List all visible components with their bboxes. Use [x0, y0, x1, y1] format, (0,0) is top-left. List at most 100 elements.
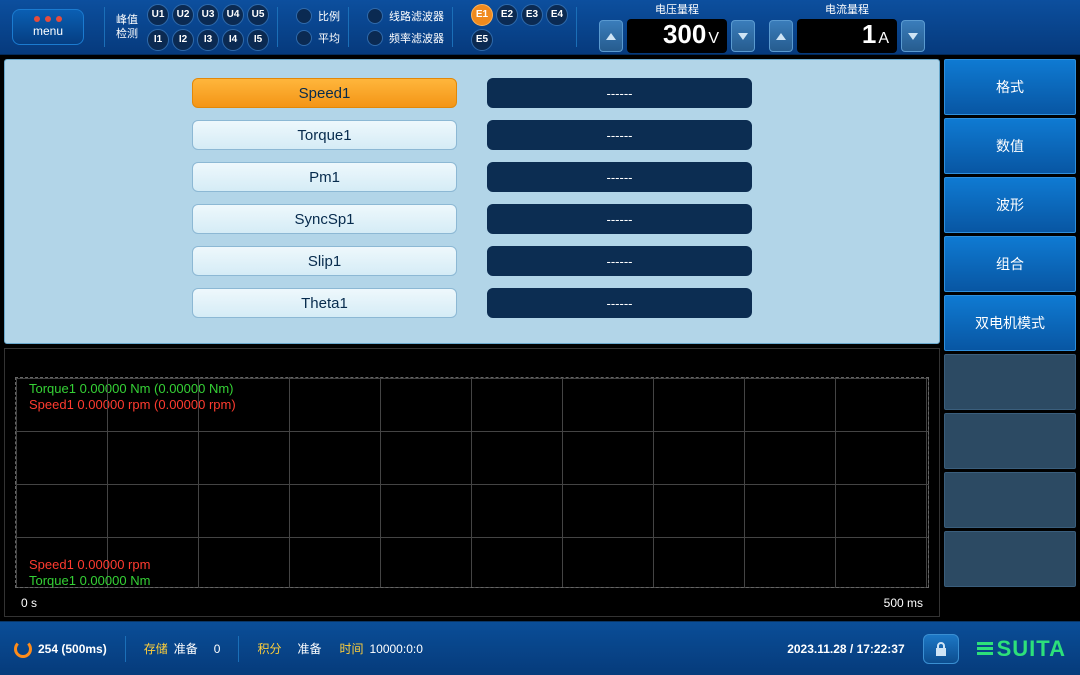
param-row: Torque1 ------ [192, 120, 752, 150]
param-label-pm1[interactable]: Pm1 [192, 162, 457, 192]
arrow-down-icon [908, 33, 918, 40]
filter-group: 线路滤波器 频率滤波器 [367, 8, 444, 46]
voltage-range-title: 电压量程 [655, 1, 699, 17]
arrow-down-icon [738, 33, 748, 40]
channel-grid: U1U2U3U4U5 I1I2I3I4I5 [147, 4, 269, 51]
divider [576, 7, 577, 47]
trace-label: Torque1 0.00000 Nm [29, 573, 150, 588]
ratio-radio[interactable] [296, 8, 312, 24]
param-row: Speed1 ------ [192, 78, 752, 108]
lock-icon [934, 641, 948, 657]
tab-波形[interactable]: 波形 [944, 177, 1076, 233]
menu-dots-icon [34, 16, 62, 22]
integ-label: 积分 [257, 640, 281, 657]
element-e2[interactable]: E2 [496, 4, 518, 26]
channel-u2[interactable]: U2 [172, 4, 194, 26]
tab-数值[interactable]: 数值 [944, 118, 1076, 174]
divider [277, 7, 278, 47]
logo-text: SUITA [997, 636, 1066, 662]
top-bar: menu 峰值 检测 U1U2U3U4U5 I1I2I3I4I5 比例 平均 线路… [0, 0, 1080, 55]
param-value-pm1: ------ [487, 162, 752, 192]
chart-x-start: 0 s [21, 596, 37, 610]
chart-panel: Torque1 0.00000 Nm (0.00000 Nm)Speed1 0.… [4, 348, 940, 617]
line-filter-radio[interactable] [367, 8, 383, 24]
channel-i5[interactable]: I5 [247, 29, 269, 51]
ready-value: 0 [214, 642, 221, 656]
param-label-speed1[interactable]: Speed1 [192, 78, 457, 108]
channel-i2[interactable]: I2 [172, 29, 194, 51]
current-range-value: 1A [797, 19, 897, 53]
parameter-panel: Speed1------Torque1------Pm1------SyncSp… [4, 59, 940, 344]
channel-u3[interactable]: U3 [197, 4, 219, 26]
left-pane: Speed1------Torque1------Pm1------SyncSp… [0, 55, 944, 621]
arrow-up-icon [776, 33, 786, 40]
element-e1[interactable]: E1 [471, 4, 493, 26]
param-value-torque1: ------ [487, 120, 752, 150]
peak-detect-label: 峰值 检测 [113, 13, 141, 41]
right-tab-column: 格式数值波形组合双电机模式 [944, 55, 1080, 621]
divider [452, 7, 453, 47]
param-value-speed1: ------ [487, 78, 752, 108]
ratio-label: 比例 [318, 8, 340, 24]
element-selector: E1E2E3E4 E5 [471, 4, 568, 51]
voltage-range-value: 300V [627, 19, 727, 53]
chart-x-end: 500 ms [884, 596, 923, 610]
current-up-button[interactable] [769, 20, 793, 52]
time-value: 10000:0:0 [369, 642, 422, 656]
param-row: Theta1 ------ [192, 288, 752, 318]
voltage-range-block: 电压量程 300V [599, 1, 755, 53]
divider [125, 636, 126, 662]
tab-格式[interactable]: 格式 [944, 59, 1076, 115]
param-value-slip1: ------ [487, 246, 752, 276]
param-value-syncsp1: ------ [487, 204, 752, 234]
datetime: 2023.11.28 / 17:22:37 [787, 642, 904, 656]
save-label: 存储 [144, 640, 168, 657]
param-label-theta1[interactable]: Theta1 [192, 288, 457, 318]
param-label-torque1[interactable]: Torque1 [192, 120, 457, 150]
freq-filter-label: 频率滤波器 [389, 30, 444, 46]
channel-u5[interactable]: U5 [247, 4, 269, 26]
refresh-icon [14, 640, 32, 658]
logo-bars-icon [977, 642, 993, 655]
lock-button[interactable] [923, 634, 959, 664]
avg-label: 平均 [318, 30, 340, 46]
tab-disabled [944, 413, 1076, 469]
channel-i3[interactable]: I3 [197, 29, 219, 51]
line-filter-label: 线路滤波器 [389, 8, 444, 24]
menu-button[interactable]: menu [12, 9, 84, 45]
param-value-theta1: ------ [487, 288, 752, 318]
param-row: Pm1 ------ [192, 162, 752, 192]
channel-u4[interactable]: U4 [222, 4, 244, 26]
current-down-button[interactable] [901, 20, 925, 52]
tab-组合[interactable]: 组合 [944, 236, 1076, 292]
element-e4[interactable]: E4 [546, 4, 568, 26]
channel-u1[interactable]: U1 [147, 4, 169, 26]
cycle-counter: 254 (500ms) [38, 642, 107, 656]
main-area: Speed1------Torque1------Pm1------SyncSp… [0, 55, 1080, 621]
current-range-title: 电流量程 [825, 1, 869, 17]
freq-filter-radio[interactable] [367, 30, 383, 46]
ratio-avg-group: 比例 平均 [296, 8, 340, 46]
param-label-slip1[interactable]: Slip1 [192, 246, 457, 276]
tab-disabled [944, 472, 1076, 528]
tab-disabled [944, 354, 1076, 410]
element-e3[interactable]: E3 [521, 4, 543, 26]
menu-label: menu [33, 24, 63, 38]
divider [238, 636, 239, 662]
channel-i1[interactable]: I1 [147, 29, 169, 51]
param-row: Slip1 ------ [192, 246, 752, 276]
divider [104, 7, 105, 47]
chart-grid [15, 377, 929, 588]
element-e5[interactable]: E5 [471, 29, 493, 51]
status-bar: 254 (500ms) 存储 准备 0 积分 准备 时间 10000:0:0 2… [0, 621, 1080, 675]
arrow-up-icon [606, 33, 616, 40]
tab-双电机模式[interactable]: 双电机模式 [944, 295, 1076, 351]
voltage-up-button[interactable] [599, 20, 623, 52]
param-label-syncsp1[interactable]: SyncSp1 [192, 204, 457, 234]
channel-i4[interactable]: I4 [222, 29, 244, 51]
param-row: SyncSp1 ------ [192, 204, 752, 234]
avg-radio[interactable] [296, 30, 312, 46]
voltage-down-button[interactable] [731, 20, 755, 52]
divider [348, 7, 349, 47]
trace-label: Speed1 0.00000 rpm [29, 557, 150, 572]
